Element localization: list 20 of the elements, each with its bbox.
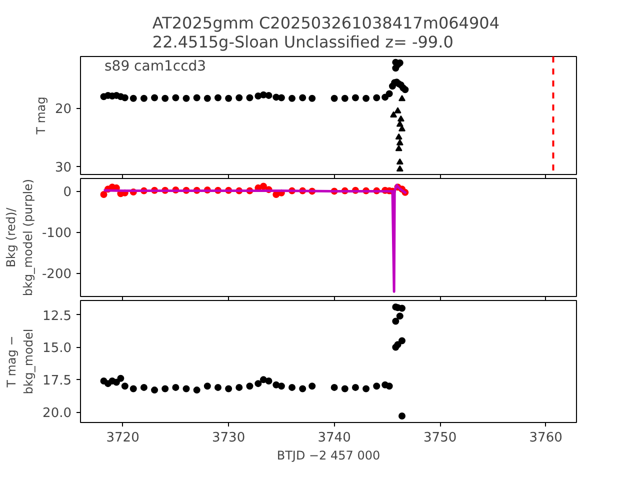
y-tick-label: -200	[42, 267, 72, 282]
x-axis-title: BTJD −2 457 000	[276, 448, 380, 462]
x-tick-label: 3750	[424, 430, 457, 446]
y-axis-title: T mag	[34, 96, 48, 136]
y-tick-label: 15.0	[42, 341, 72, 356]
y-axis-title: Bkg (red)/ bkg_model (purple)	[4, 178, 35, 296]
y-tick-label: 0	[63, 185, 72, 200]
x-tick-label: 3720	[106, 430, 140, 446]
x-tick-label: 3730	[212, 430, 246, 446]
y-tick-label: -100	[42, 226, 72, 242]
y-tick-label: 20.0	[42, 406, 72, 422]
annotation: s89 cam1ccd3	[104, 58, 206, 74]
chart-title: AT2025gmm C202503261038417m064904 22.4515g-Sloan Unclassified z= -99.0	[152, 14, 500, 52]
y-tick-label: 20	[54, 102, 72, 118]
y-tick-label: 12.5	[42, 308, 72, 324]
x-tick-label: 3740	[318, 430, 351, 446]
x-tick-label: 3760	[529, 430, 562, 446]
y-tick-label: 17.5	[42, 374, 72, 389]
y-tick-label: 30	[54, 160, 72, 176]
y-axis-title: T mag − bkg_model	[4, 328, 36, 394]
